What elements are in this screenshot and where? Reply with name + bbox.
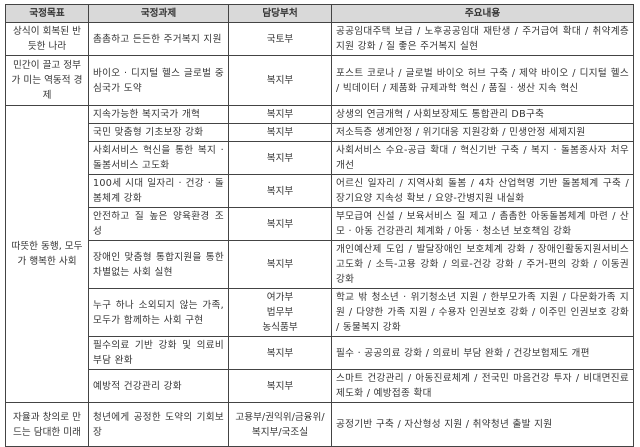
task-cell: 장애인 맞춤형 통합지원을 통한 차별없는 사회 실현: [88, 240, 229, 289]
task-cell: 누구 하나 소외되지 않는 가족, 모두가 함께하는 사회 구현: [88, 288, 229, 337]
content-cell: 스마트 건강관리 / 아동진료체계 / 전국민 마음건강 투자 / 비대면진료 …: [331, 369, 634, 403]
header-task: 국정과제: [88, 4, 229, 23]
dept-cell: 복지부: [228, 174, 332, 208]
policy-table: 국정목표 국정과제 담당부처 주요내용 상식이 회복된 반듯한 나라 촘촘하고 …: [5, 4, 634, 447]
dept-cell: 복지부: [228, 336, 332, 370]
table-row: 사회서비스 혁신을 통한 복지 · 돌봄서비스 고도화 복지부 사회서비스 수요…: [6, 141, 634, 175]
table-row: 민간이 끌고 정부가 미는 역동적 경제 바이오 · 디지털 헬스 글로벌 중심…: [5, 55, 634, 106]
table-row: 100세 시대 일자리 · 건강 · 돌봄체계 강화 복지부 어르신 일자리 /…: [6, 174, 634, 208]
dept-cell: 국토부: [228, 22, 332, 56]
dept-cell: 복지부: [228, 123, 332, 142]
content-cell: 공정기반 구축 / 자산형성 지원 / 취약청년 출발 지원: [331, 402, 634, 447]
header-dept: 담당부처: [228, 4, 332, 23]
dept-cell: 고용부/권익위/금융위/복지부/국조실: [228, 402, 332, 447]
content-cell: 필수 · 공공의료 강화 / 의료비 부담 완화 / 건강보험제도 개편: [331, 336, 634, 370]
goal-cell: 상식이 회복된 반듯한 나라: [5, 22, 89, 56]
header-row: 국정목표 국정과제 담당부처 주요내용: [5, 4, 634, 23]
dept-cell: 복지부: [228, 207, 332, 241]
table-row: 상식이 회복된 반듯한 나라 촘촘하고 든든한 주거복지 지원 국토부 공공임대…: [5, 22, 634, 56]
task-cell: 청년에게 공정한 도약의 기회보장: [88, 402, 229, 447]
table-row: 따뜻한 동행, 모두가 행복한 사회 지속가능한 복지국가 개혁 복지부 상생의…: [5, 105, 634, 403]
content-cell: 저소득층 생계안정 / 위기대응 지원강화 / 민생안정 세제지원: [331, 123, 634, 142]
dept-cell: 복지부: [228, 55, 332, 106]
content-cell: 공공임대주택 보급 / 노후공공임대 재탄생 / 주거급여 확대 / 취약계층 …: [331, 22, 634, 56]
task-cell: 바이오 · 디지털 헬스 글로벌 중심국가 도약: [88, 55, 229, 106]
content-cell: 부모급여 신설 / 보육서비스 질 제고 / 촘촘한 아동돌봄체계 마련 / 산…: [331, 207, 634, 241]
header-content: 주요내용: [331, 4, 634, 23]
dept-cell: 여가부 법무부 농식품부: [228, 288, 332, 337]
content-cell: 사회서비스 수요-공급 확대 / 혁신기반 구축 / 복지 · 돌봄종사자 처우…: [331, 141, 634, 175]
task-cell: 사회서비스 혁신을 통한 복지 · 돌봄서비스 고도화: [88, 141, 229, 175]
task-cell: 촘촘하고 든든한 주거복지 지원: [88, 22, 229, 56]
dept-cell: 복지부: [228, 369, 332, 403]
task-cell: 지속가능한 복지국가 개혁: [88, 105, 229, 124]
table-row: 자율과 창의로 만드는 담대한 미래 청년에게 공정한 도약의 기회보장 고용부…: [5, 402, 634, 447]
content-cell: 상생의 연금개혁 / 사회보장제도 통합관리 DB구축: [331, 105, 634, 124]
goal-cell: 따뜻한 동행, 모두가 행복한 사회: [5, 105, 89, 403]
dept-cell: 복지부: [228, 141, 332, 175]
table-row: 필수의료 기반 강화 및 의료비 부담 완화 복지부 필수 · 공공의료 강화 …: [6, 336, 634, 370]
goal-cell: 자율과 창의로 만드는 담대한 미래: [5, 402, 89, 447]
content-cell: 어르신 일자리 / 지역사회 돌봄 / 4차 산업혁명 기반 돌봄체계 구축 /…: [331, 174, 634, 208]
task-cell: 필수의료 기반 강화 및 의료비 부담 완화: [88, 336, 229, 370]
task-cell: 안전하고 질 높은 양육환경 조성: [88, 207, 229, 241]
goal-cell: 민간이 끌고 정부가 미는 역동적 경제: [5, 55, 89, 106]
table-row: 장애인 맞춤형 통합지원을 통한 차별없는 사회 실현 복지부 개인예산제 도입…: [6, 240, 634, 289]
content-cell: 학교 밖 청소년 · 위기청소년 지원 / 한부모가족 지원 / 다문화가족 지…: [331, 288, 634, 337]
content-cell: 포스트 코로나 / 글로벌 바이오 허브 구축 / 제약 바이오 / 디지털 헬…: [331, 55, 634, 106]
table-row: 누구 하나 소외되지 않는 가족, 모두가 함께하는 사회 구현 여가부 법무부…: [6, 288, 634, 337]
task-cell: 예방적 건강관리 강화: [88, 369, 229, 403]
table-row: 안전하고 질 높은 양육환경 조성 복지부 부모급여 신설 / 보육서비스 질 …: [6, 207, 634, 241]
content-cell: 개인예산제 도입 / 발달장애인 보호체계 강화 / 장애인활동지원서비스 고도…: [331, 240, 634, 289]
dept-cell: 복지부: [228, 240, 332, 289]
task-cell: 100세 시대 일자리 · 건강 · 돌봄체계 강화: [88, 174, 229, 208]
table-row: 국민 맞춤형 기초보장 강화 복지부 저소득층 생계안정 / 위기대응 지원강화…: [6, 123, 634, 142]
table-row: 예방적 건강관리 강화 복지부 스마트 건강관리 / 아동진료체계 / 전국민 …: [6, 369, 634, 403]
dept-cell: 복지부: [228, 105, 332, 124]
header-goal: 국정목표: [5, 4, 89, 23]
task-cell: 국민 맞춤형 기초보장 강화: [88, 123, 229, 142]
